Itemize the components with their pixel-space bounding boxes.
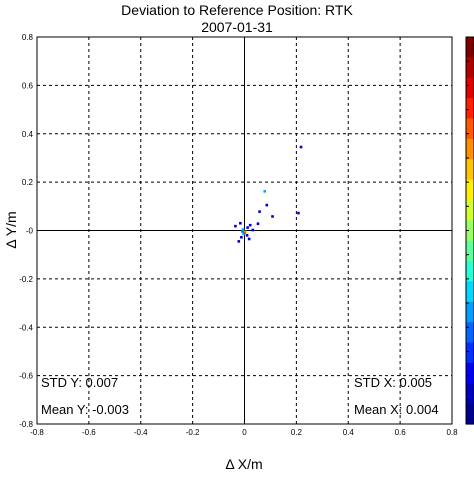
data-point: [247, 237, 251, 241]
x-tick-label: -0.6: [82, 428, 96, 437]
y-tick-label: -0.8: [19, 420, 33, 429]
data-point: [241, 228, 245, 231]
colorbar-segment: [466, 138, 474, 160]
data-point: [239, 221, 242, 225]
std-x-text: STD X: 0.005: [354, 375, 432, 390]
data-point: [237, 240, 241, 243]
mean-y-text: Mean Y: -0.003: [41, 402, 129, 417]
colorbar: [465, 36, 474, 425]
data-point: [297, 211, 300, 215]
x-tick-label: -0.4: [134, 428, 148, 437]
colorbar-segment: [466, 362, 474, 384]
colorbar-segment: [466, 57, 474, 79]
colorbar-segment: [466, 159, 474, 181]
data-point: [265, 203, 269, 207]
y-tick-label: 0.8: [22, 33, 34, 42]
grid-lines: [37, 37, 452, 424]
chart-subtitle: 2007-01-31: [201, 19, 273, 35]
x-tick-label: 0: [242, 428, 247, 437]
y-tick-label: 0.4: [22, 130, 34, 139]
mean-x-text: Mean X: 0.004: [354, 402, 439, 417]
x-tick-label: 0.8: [446, 428, 458, 437]
colorbar-border: [465, 36, 474, 425]
y-tick-label: -0.6: [19, 372, 33, 381]
colorbar-segment: [466, 403, 474, 425]
data-point: [256, 222, 260, 226]
x-tick-label: -0.2: [186, 428, 200, 437]
colorbar-segment: [466, 199, 474, 221]
data-point: [263, 190, 267, 193]
x-tick-label: -0.8: [30, 428, 44, 437]
data-point: [299, 145, 303, 149]
colorbar-segment: [466, 98, 474, 120]
colorbar-segment: [466, 179, 474, 201]
data-point: [251, 228, 255, 232]
colorbar-segment: [466, 301, 474, 323]
tick-labels: -0.8 -0.6 -0.4 -0.2 0 0.2 0.4 0.6 0.8 -0.8 -0.6 -0.…: [19, 33, 458, 437]
std-y-text: STD Y: 0.007: [41, 375, 118, 390]
data-point: [271, 215, 274, 218]
data-point: [246, 226, 249, 229]
colorbar-segment: [466, 383, 474, 405]
y-tick-label: -0: [26, 227, 34, 236]
y-tick-label: 0.6: [22, 81, 34, 90]
x-axis-label: Δ X/m: [225, 456, 262, 472]
plot-frame: [36, 36, 453, 425]
data-point: [241, 230, 244, 233]
data-point: [248, 223, 252, 227]
colorbar-segment: [466, 342, 474, 364]
y-axis-label: Δ Y/m: [3, 211, 19, 248]
data-point: [234, 224, 237, 228]
x-tick-label: 0.4: [343, 428, 355, 437]
data-point: [245, 234, 249, 237]
chart-title: Deviation to Reference Position: RTK: [121, 2, 353, 18]
data-point: [243, 231, 246, 235]
colorbar-segment: [466, 77, 474, 99]
data-point: [240, 235, 243, 239]
data-point: [258, 210, 261, 213]
colorbar-segment: [466, 240, 474, 262]
colorbar-segment: [466, 261, 474, 283]
colorbar-segment: [466, 118, 474, 140]
x-tick-label: 0.6: [395, 428, 407, 437]
colorbar-segment: [466, 322, 474, 344]
colorbar-segment: [466, 220, 474, 242]
y-tick-label: -0.2: [19, 275, 33, 284]
plot-border: [36, 36, 453, 425]
colorbar-segment: [466, 37, 474, 58]
y-tick-label: 0.2: [22, 178, 34, 187]
colorbar-segment: [466, 281, 474, 303]
x-tick-label: 0.2: [291, 428, 303, 437]
y-tick-label: -0.4: [19, 323, 33, 332]
data-points: [234, 145, 303, 243]
